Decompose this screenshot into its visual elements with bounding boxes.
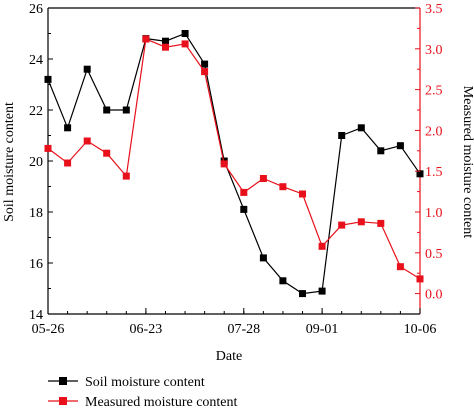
y-right-tick-label: 3.5 xyxy=(425,2,443,17)
y-left-tick-label: 22 xyxy=(29,104,43,119)
series-line xyxy=(47,32,421,295)
data-point xyxy=(201,68,209,76)
data-point xyxy=(259,254,267,262)
legend-entry-measured: Measured moisture content xyxy=(48,395,238,410)
data-point xyxy=(64,124,72,132)
y-right-tick-label: 2.5 xyxy=(425,84,443,99)
legend: Soil moisture content Measured moisture … xyxy=(48,375,238,410)
y-left-tick-label: 24 xyxy=(29,53,43,68)
data-point xyxy=(357,124,365,132)
data-point xyxy=(103,106,111,114)
y-right-tick-label: 3.0 xyxy=(425,43,443,58)
data-point xyxy=(396,263,404,271)
y-left-tick-label: 26 xyxy=(29,2,43,17)
series-measured-moisture xyxy=(44,35,424,283)
data-point xyxy=(181,40,189,48)
data-point xyxy=(103,149,111,157)
data-point xyxy=(83,65,91,73)
data-point xyxy=(162,37,169,45)
x-tick-label: 06-23 xyxy=(130,322,163,337)
y-left-tick-label: 14 xyxy=(29,308,43,323)
data-point xyxy=(220,160,228,168)
data-point xyxy=(142,35,150,43)
data-point xyxy=(377,147,385,155)
data-point xyxy=(44,144,52,152)
legend-label-soil: Soil moisture content xyxy=(85,375,205,390)
data-point xyxy=(299,190,306,198)
y-right-tick-label: 1.5 xyxy=(425,165,443,180)
y-right-tick-label: 1.0 xyxy=(425,206,443,221)
data-point xyxy=(416,170,424,178)
x-axis-label: Date xyxy=(216,349,242,364)
series-line xyxy=(47,38,421,280)
data-point xyxy=(181,30,189,37)
x-tick-label: 05-26 xyxy=(32,322,65,337)
x-tick-label: 09-01 xyxy=(306,322,339,337)
data-point xyxy=(279,183,287,191)
data-point xyxy=(377,219,385,227)
data-point xyxy=(338,221,346,229)
legend-marker-soil xyxy=(59,377,67,385)
y-axis-left-label: Soil moisture content xyxy=(2,102,17,222)
data-point xyxy=(416,275,424,283)
legend-label-measured: Measured moisture content xyxy=(85,395,238,410)
data-point xyxy=(338,132,346,139)
data-point xyxy=(240,205,248,213)
plot-frame xyxy=(47,7,421,315)
data-point xyxy=(83,137,91,145)
y-axis-right-label: Measured moisture content xyxy=(460,86,474,239)
legend-marker-measured xyxy=(59,397,67,405)
series-soil-moisture xyxy=(44,30,424,298)
data-point xyxy=(318,287,326,295)
data-point xyxy=(162,43,169,51)
y-left-tick-label: 18 xyxy=(29,206,43,221)
y-left-tick-label: 16 xyxy=(29,257,43,272)
y-left-tick-label: 20 xyxy=(29,155,43,170)
y-right-tick-label: 0.5 xyxy=(425,247,443,262)
data-point xyxy=(357,218,365,226)
data-point xyxy=(259,175,267,182)
x-tick-label: 07-28 xyxy=(227,322,260,337)
data-point xyxy=(279,277,287,285)
axes-layer: 14 16 18 20 22 24 26 0.0 0.5 1.0 1.5 2.0 2.5 3.0 3.5 05… xyxy=(29,2,443,337)
y-right-tick-label: 0.0 xyxy=(425,288,443,303)
data-point xyxy=(240,188,248,196)
data-point xyxy=(64,159,72,167)
data-point xyxy=(122,172,130,180)
data-point xyxy=(122,106,130,114)
data-point xyxy=(44,75,52,83)
data-point xyxy=(201,60,209,68)
data-point xyxy=(396,142,404,150)
legend-entry-soil: Soil moisture content xyxy=(48,375,205,390)
series-layer xyxy=(44,30,424,298)
data-point xyxy=(318,242,326,250)
x-tick-label: 10-06 xyxy=(404,322,437,337)
y-right-tick-label: 2.0 xyxy=(425,124,443,139)
data-point xyxy=(299,290,306,298)
